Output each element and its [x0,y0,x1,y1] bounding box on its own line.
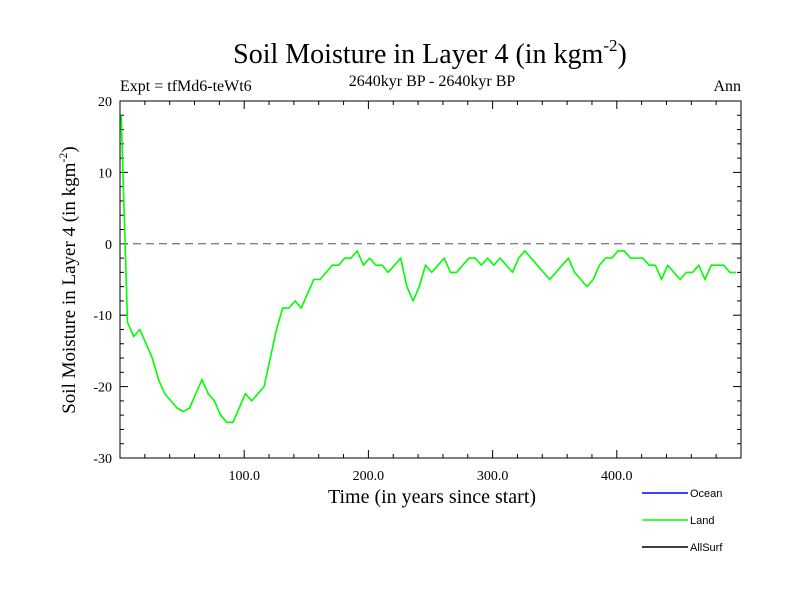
experiment-label: Expt = tfMd6-teWt6 [120,78,252,95]
time-range-label: 2640kyr BP - 2640kyr BP [349,73,516,90]
y-tick-label: 10 [98,166,112,181]
legend-label-ocean: Ocean [690,488,722,500]
plot-area: 100.0 200.0 300.0 400.0 20 10 0 -10 -20 -30 [93,95,742,484]
y-tick-label: 0 [105,238,112,253]
y-tick-label: 20 [98,95,112,110]
season-label: Ann [713,78,741,95]
legend-label-allsurf: AllSurf [690,542,723,554]
x-tick-label: 300.0 [477,469,509,484]
x-axis-label: Time (in years since start) [328,486,536,508]
y-tick-label: -10 [93,309,112,324]
y-tick-label: -20 [93,381,112,396]
chart-title: Soil Moisture in Layer 4 (in kgm-2) [233,36,627,70]
x-tick-label: 100.0 [228,469,260,484]
legend-label-land: Land [690,515,714,527]
series-line-land [120,115,736,424]
x-tick-label: 200.0 [353,469,385,484]
plot-frame [119,100,742,459]
x-tick-label: 400.0 [601,469,633,484]
y-axis-label: Soil Moisture in Layer 4 (in kgm-2) [56,146,80,414]
y-tick-label: -30 [93,452,112,467]
legend: Ocean Land AllSurf [642,488,723,554]
